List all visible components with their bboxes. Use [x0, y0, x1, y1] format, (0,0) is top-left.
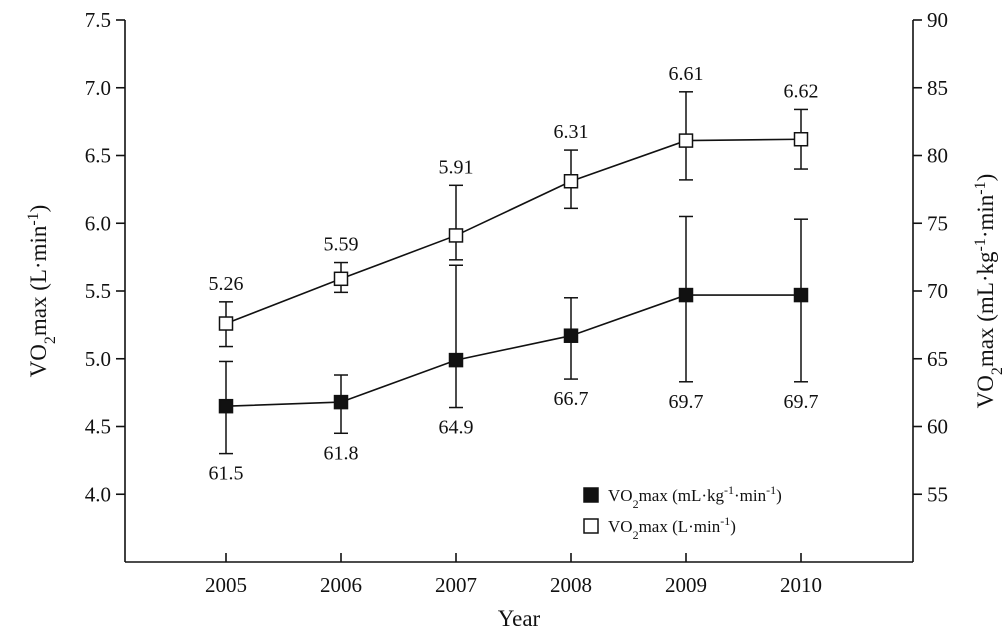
legend-label-relative: VO2max (mL·kg-1·min-1): [608, 483, 782, 511]
y-right-tick-label: 85: [927, 76, 948, 100]
data-point-relative: [563, 328, 579, 343]
data-point-absolute: [333, 271, 349, 287]
data-label-absolute: 5.26: [209, 273, 244, 295]
y-left-tick-label: 7.0: [85, 76, 111, 100]
x-tick-label: 2005: [205, 573, 247, 597]
y-right-tick-label: 60: [927, 415, 948, 439]
y-left-tick-label: 5.0: [85, 347, 111, 371]
data-point-relative: [218, 398, 234, 414]
x-tick-label: 2009: [665, 573, 707, 597]
series-layer: 61.5 61.8 64.9 66.7 69.7 69.7 5.26 5.59 5.91 6.31…: [209, 63, 819, 485]
y-axis-title-right: VO2max (mL·kg-1·min-1): [972, 174, 1006, 409]
data-label-absolute: 6.31: [554, 121, 589, 143]
y-left-tick-label: 7.5: [85, 8, 111, 32]
data-label-relative: 69.7: [784, 391, 819, 413]
data-point-absolute: [563, 173, 579, 189]
data-point-relative: [333, 394, 349, 410]
data-label-relative: 66.7: [554, 388, 589, 410]
legend-marker-relative: [583, 487, 599, 503]
data-point-relative: [793, 287, 809, 303]
y-left-tick-label: 4.0: [85, 482, 111, 506]
x-tick-label: 2010: [780, 573, 822, 597]
x-tick-label: 2007: [435, 573, 477, 597]
series-line-relative: [225, 294, 801, 407]
y-axis-title-left: VO2max (L·min-1): [25, 205, 59, 378]
y-left-tick-label: 4.5: [85, 415, 111, 439]
series-line-absolute: [225, 138, 802, 325]
y-right-tick-label: 65: [927, 347, 948, 371]
data-label-relative: 64.9: [439, 417, 474, 439]
data-label-relative: 61.5: [209, 463, 244, 485]
data-point-relative: [678, 287, 694, 303]
series-absolute: 5.26 5.59 5.91 6.31 6.61 6.62: [209, 63, 819, 348]
legend: VO2max (mL·kg-1·min-1) VO2max (L·min-1): [583, 483, 782, 542]
y-right-tick-label: 75: [927, 211, 948, 235]
data-label-absolute: 5.91: [439, 156, 474, 178]
data-label-relative: 61.8: [324, 442, 359, 464]
data-label-absolute: 6.61: [669, 63, 704, 85]
y-left-tick-label: 6.0: [85, 211, 111, 235]
axis-ticks: 4.0 4.5 5.0 5.5 6.0 6.5 7.0 7.5 55 60 65 70 75 80 85 90…: [85, 8, 948, 597]
x-tick-label: 2006: [320, 573, 362, 597]
legend-marker-absolute-box: [583, 518, 599, 534]
data-point-absolute: [678, 133, 694, 148]
y-right-tick-label: 90: [927, 8, 948, 32]
y-left-tick-label: 6.5: [85, 144, 111, 168]
data-point-relative: [448, 352, 464, 368]
y-right-tick-label: 55: [927, 482, 948, 506]
series-relative: 61.5 61.8 64.9 66.7 69.7 69.7: [209, 215, 819, 485]
data-label-absolute: 5.59: [324, 234, 359, 256]
data-label-relative: 69.7: [669, 391, 704, 413]
x-tick-label: 2008: [550, 573, 592, 597]
y-right-tick-label: 70: [927, 279, 948, 303]
data-point-absolute: [218, 316, 234, 331]
y-left-tick-label: 5.5: [85, 279, 111, 303]
data-point-absolute: [793, 131, 809, 147]
x-axis-title: Year: [498, 606, 541, 631]
y-right-tick-label: 80: [927, 144, 948, 168]
legend-label-absolute: VO2max (L·min-1): [608, 514, 736, 542]
data-point-absolute: [448, 228, 464, 243]
data-label-absolute: 6.62: [784, 80, 819, 102]
